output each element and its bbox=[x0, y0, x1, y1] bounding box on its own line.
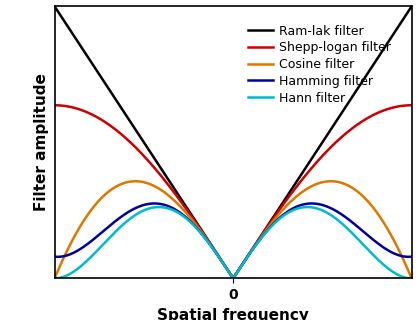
Hamming filter bbox=[402, 255, 407, 259]
Line: Hamming filter: Hamming filter bbox=[55, 204, 412, 278]
Ram-lak filter bbox=[205, 237, 210, 241]
Hamming filter bbox=[409, 255, 414, 259]
Hann filter bbox=[205, 239, 210, 243]
Hamming filter bbox=[114, 218, 119, 222]
Cosine filter bbox=[409, 276, 414, 280]
Hamming filter bbox=[189, 221, 194, 225]
Hamming filter bbox=[93, 236, 98, 240]
Shepp-logan filter bbox=[364, 117, 369, 121]
Ram-lak filter bbox=[364, 74, 369, 77]
Shepp-logan filter bbox=[409, 103, 414, 107]
Shepp-logan filter bbox=[93, 114, 98, 118]
Cosine filter bbox=[133, 179, 138, 183]
Line: Shepp-logan filter: Shepp-logan filter bbox=[55, 105, 412, 278]
Shepp-logan filter bbox=[231, 276, 236, 280]
Shepp-logan filter bbox=[114, 128, 119, 132]
Hamming filter bbox=[152, 202, 157, 205]
Hann filter bbox=[93, 251, 98, 254]
Cosine filter bbox=[114, 184, 119, 188]
Ram-lak filter bbox=[52, 4, 57, 8]
Shepp-logan filter bbox=[189, 214, 194, 218]
Line: Ram-lak filter: Ram-lak filter bbox=[55, 6, 412, 278]
Ram-lak filter bbox=[409, 4, 414, 8]
Hann filter bbox=[114, 229, 119, 233]
Hamming filter bbox=[205, 239, 210, 243]
Y-axis label: Filter amplitude: Filter amplitude bbox=[34, 74, 49, 211]
Hann filter bbox=[189, 221, 194, 225]
Cosine filter bbox=[402, 260, 407, 264]
Hann filter bbox=[364, 246, 369, 250]
Ram-lak filter bbox=[231, 276, 236, 280]
Shepp-logan filter bbox=[402, 104, 407, 108]
Shepp-logan filter bbox=[52, 103, 57, 107]
Hann filter bbox=[402, 276, 407, 279]
Ram-lak filter bbox=[114, 99, 119, 103]
Cosine filter bbox=[189, 217, 194, 221]
Ram-lak filter bbox=[189, 213, 194, 217]
Hamming filter bbox=[52, 255, 57, 259]
Cosine filter bbox=[52, 276, 57, 280]
Line: Hann filter: Hann filter bbox=[55, 207, 412, 278]
X-axis label: Spatial frequency: Spatial frequency bbox=[157, 308, 309, 320]
Cosine filter bbox=[205, 238, 210, 242]
Cosine filter bbox=[364, 198, 369, 202]
Hamming filter bbox=[364, 232, 369, 236]
Line: Cosine filter: Cosine filter bbox=[55, 181, 412, 278]
Ram-lak filter bbox=[402, 15, 407, 19]
Ram-lak filter bbox=[93, 67, 98, 70]
Hann filter bbox=[52, 276, 57, 280]
Hamming filter bbox=[231, 276, 236, 280]
Hann filter bbox=[409, 276, 414, 280]
Hann filter bbox=[156, 205, 161, 209]
Legend: Ram-lak filter, Shepp-logan filter, Cosine filter, Hamming filter, Hann filter: Ram-lak filter, Shepp-logan filter, Cosi… bbox=[244, 21, 395, 108]
Cosine filter bbox=[93, 203, 98, 207]
Shepp-logan filter bbox=[205, 237, 210, 241]
